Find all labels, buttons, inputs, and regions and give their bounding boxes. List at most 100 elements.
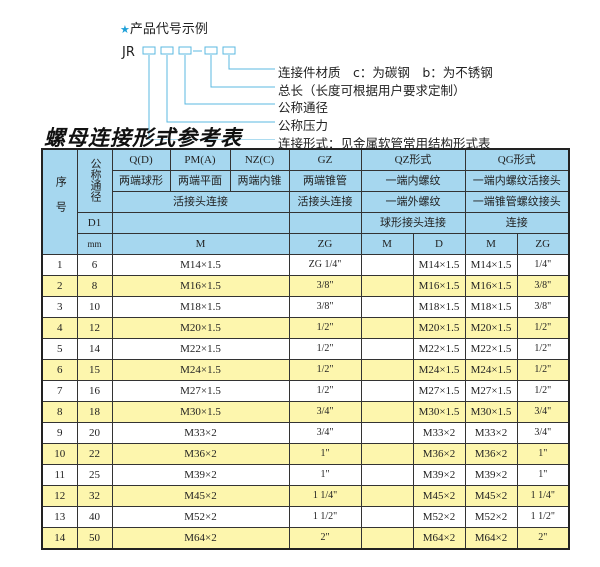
cell-m: M20×1.5: [111, 317, 290, 339]
header-mm: mm: [76, 233, 113, 255]
cell-zg: 1": [288, 443, 362, 465]
table-row: 4 12 M20×1.5 1/2" M20×1.5 M20×1.5 1/2": [41, 317, 570, 339]
header-pm: PM(A): [169, 148, 231, 171]
cell-nominal: 40: [76, 506, 113, 528]
table-title: 螺母连接形式参考表: [44, 125, 242, 150]
cell-nominal: 10: [76, 296, 113, 318]
cell-qz-d: M27×1.5: [412, 380, 466, 402]
header-conn: 连接: [464, 212, 570, 234]
cell-nominal: 12: [76, 317, 113, 339]
cell-seq: 13: [41, 506, 78, 528]
cell-zg: 1/2": [288, 338, 362, 360]
header-conn: 一端锥管螺纹接头: [464, 191, 570, 213]
cell-qz-m: [360, 296, 414, 318]
cell-seq: 3: [41, 296, 78, 318]
cell-m: M45×2: [111, 485, 290, 507]
cell-qg-zg: 3/8": [516, 296, 570, 318]
cell-qg-zg: 1/2": [516, 359, 570, 381]
cell-seq: 11: [41, 464, 78, 486]
cell-qz-d: M64×2: [412, 527, 466, 550]
cell-seq: 12: [41, 485, 78, 507]
cell-seq: 2: [41, 275, 78, 297]
cell-qg-m: M52×2: [464, 506, 518, 528]
table-row: 11 25 M39×2 1" M39×2 M39×2 1": [41, 464, 570, 486]
cell-qz-m: [360, 443, 414, 465]
label-connection-type: 连接形式：见金属软管常用结构形式表: [278, 133, 491, 152]
header-unit: ZG: [288, 233, 362, 255]
header-unit: M: [464, 233, 518, 255]
cell-qz-d: M33×2: [412, 422, 466, 444]
cell-m: M14×1.5: [111, 254, 290, 276]
header-conn: 活接头连接: [288, 191, 362, 213]
cell-qz-m: [360, 338, 414, 360]
cell-m: M27×1.5: [111, 380, 290, 402]
code-diagram: [142, 46, 275, 140]
cell-qz-d: M45×2: [412, 485, 466, 507]
header-qd: Q(D): [111, 148, 171, 171]
cell-qg-m: M36×2: [464, 443, 518, 465]
cell-qg-m: M14×1.5: [464, 254, 518, 276]
cell-qg-m: M64×2: [464, 527, 518, 550]
cell-qz-d: M16×1.5: [412, 275, 466, 297]
cell-qz-d: M36×2: [412, 443, 466, 465]
cell-nominal: 25: [76, 464, 113, 486]
cell-m: M64×2: [111, 527, 290, 550]
cell-nominal: 15: [76, 359, 113, 381]
cell-qz-d: M52×2: [412, 506, 466, 528]
table-row: 5 14 M22×1.5 1/2" M22×1.5 M22×1.5 1/2": [41, 338, 570, 360]
cell-nominal: 18: [76, 401, 113, 423]
cell-m: M39×2: [111, 464, 290, 486]
label-nominal-pressure: 公称压力: [278, 118, 329, 133]
header-seq: 序号: [41, 148, 78, 255]
header-unit: M: [360, 233, 414, 255]
header-conn: 活接头连接: [111, 191, 290, 213]
table-row: 2 8 M16×1.5 3/8" M16×1.5 M16×1.5 3/8": [41, 275, 570, 297]
cell-m: M18×1.5: [111, 296, 290, 318]
cell-qg-m: M45×2: [464, 485, 518, 507]
cell-zg: 2": [288, 527, 362, 550]
cell-qg-zg: 1 1/2": [516, 506, 570, 528]
cell-qg-zg: 3/8": [516, 275, 570, 297]
cell-seq: 6: [41, 359, 78, 381]
cell-qz-m: [360, 506, 414, 528]
cell-m: M22×1.5: [111, 338, 290, 360]
cell-qz-d: M20×1.5: [412, 317, 466, 339]
cell-zg: 1/2": [288, 359, 362, 381]
table-row: 7 16 M27×1.5 1/2" M27×1.5 M27×1.5 1/2": [41, 380, 570, 402]
cell-qg-m: M39×2: [464, 464, 518, 486]
cell-m: M33×2: [111, 422, 290, 444]
cell-qz-m: [360, 401, 414, 423]
cell-qg-zg: 1/4": [516, 254, 570, 276]
cell-seq: 8: [41, 401, 78, 423]
cell-qg-zg: 2": [516, 527, 570, 550]
cell-nominal: 22: [76, 443, 113, 465]
cell-nominal: 32: [76, 485, 113, 507]
cell-qz-d: M30×1.5: [412, 401, 466, 423]
cell-m: M36×2: [111, 443, 290, 465]
cell-zg: 1/2": [288, 317, 362, 339]
cell-qg-m: M27×1.5: [464, 380, 518, 402]
header-conn: 一端外螺纹: [360, 191, 466, 213]
cell-m: M24×1.5: [111, 359, 290, 381]
table-row: 1 6 M14×1.5 ZG 1/4" M14×1.5 M14×1.5 1/4": [41, 254, 570, 276]
table-row: 12 32 M45×2 1 1/4" M45×2 M45×2 1 1/4": [41, 485, 570, 507]
cell-qg-m: M24×1.5: [464, 359, 518, 381]
header-desc: 两端内锥: [229, 170, 290, 192]
cell-qg-m: M16×1.5: [464, 275, 518, 297]
cell-seq: 4: [41, 317, 78, 339]
cell-qz-d: M18×1.5: [412, 296, 466, 318]
label-nominal-diameter: 公称通径: [278, 100, 329, 115]
cell-seq: 1: [41, 254, 78, 276]
cell-qg-zg: 1/2": [516, 380, 570, 402]
cell-seq: 7: [41, 380, 78, 402]
cell-qg-zg: 1/2": [516, 338, 570, 360]
cell-zg: 3/4": [288, 401, 362, 423]
cell-qz-d: M14×1.5: [412, 254, 466, 276]
cell-zg: ZG 1/4": [288, 254, 362, 276]
cell-zg: 3/4": [288, 422, 362, 444]
cell-qg-zg: 3/4": [516, 422, 570, 444]
code-prefix: JR: [122, 45, 135, 60]
cell-qg-m: M20×1.5: [464, 317, 518, 339]
cell-qz-m: [360, 485, 414, 507]
cell-qg-zg: 1/2": [516, 317, 570, 339]
